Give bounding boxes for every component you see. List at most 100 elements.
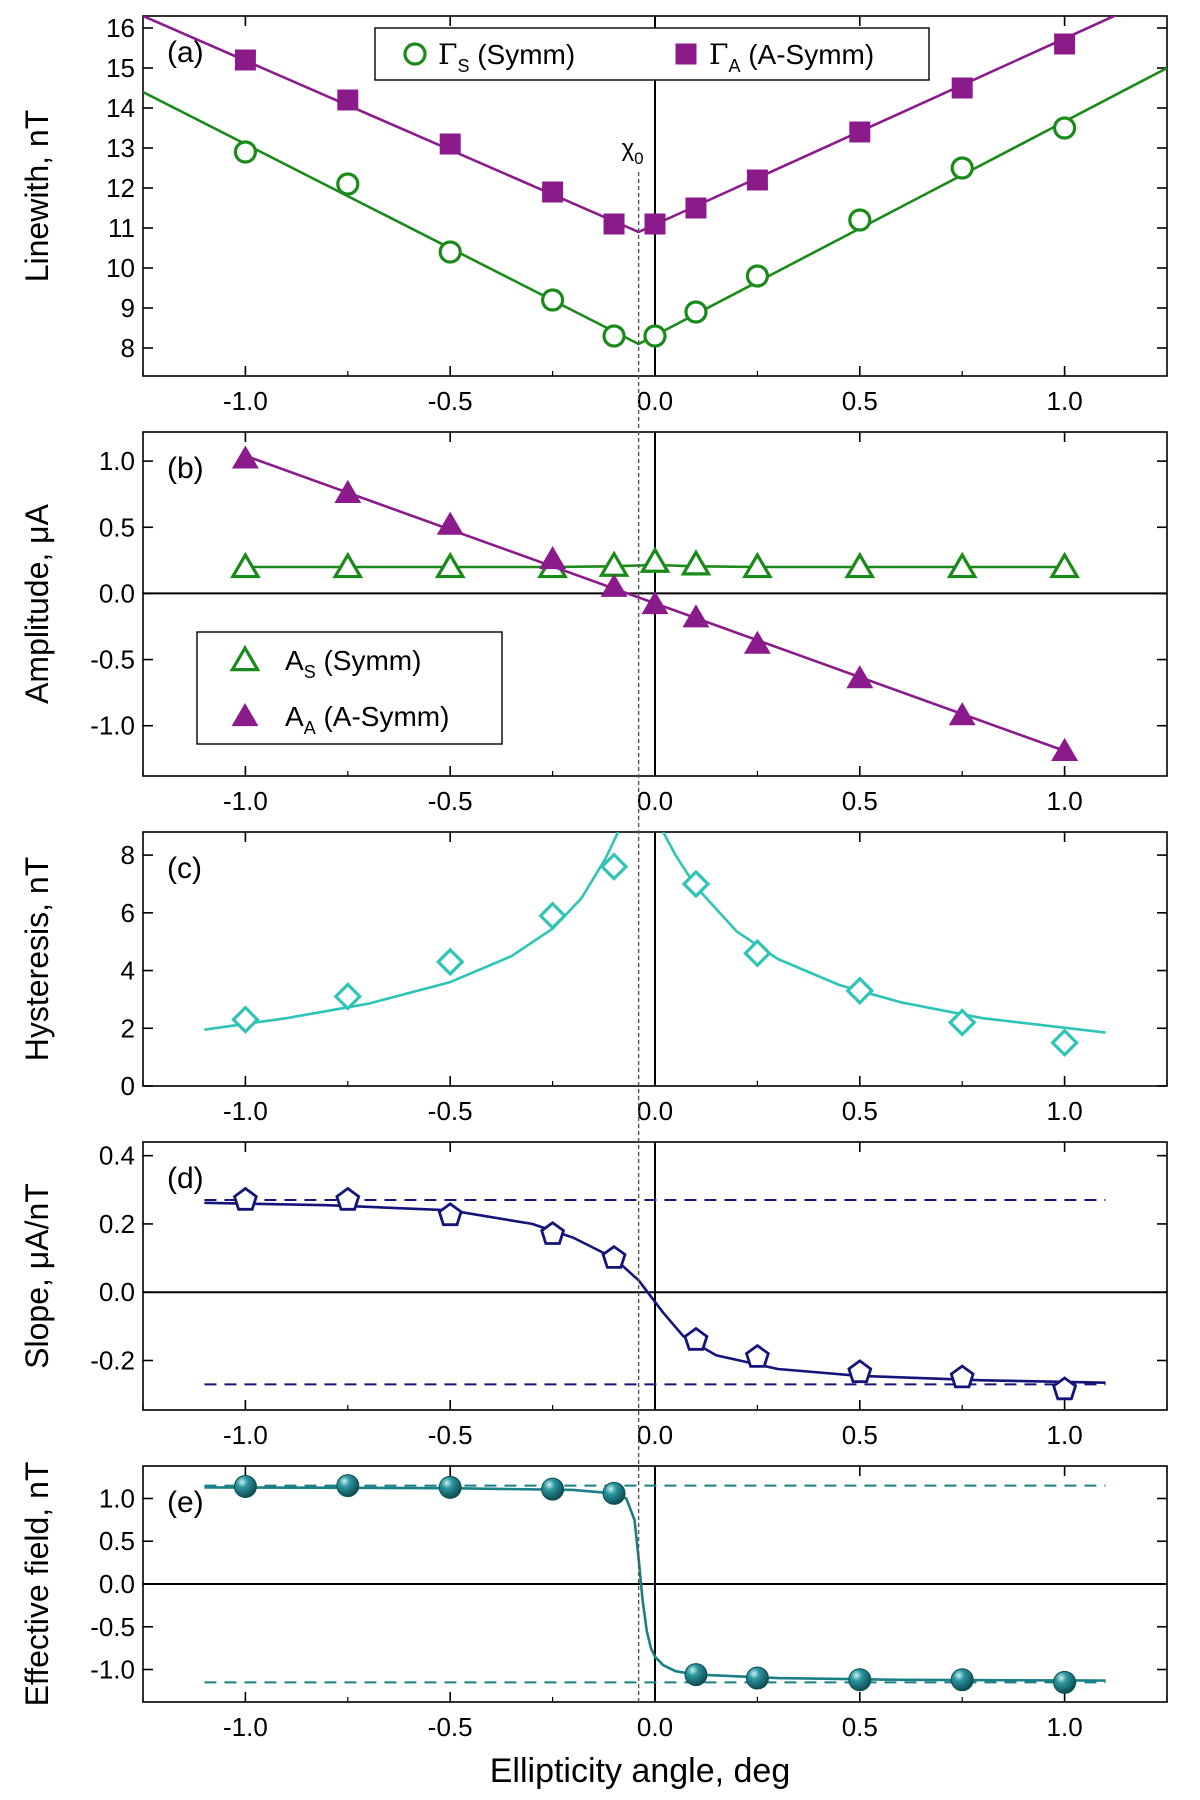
data-point: [602, 1481, 626, 1505]
series-0: [204, 1474, 1106, 1694]
x-tick-label: 1.0: [1047, 386, 1083, 416]
series-0: [230, 546, 1080, 579]
data-point: [681, 869, 711, 899]
panel-1: -1.0 -0.5 0.0 0.5 1.0 -1.0 -0.5 0.0 0.5 1.0 Amplit…: [19, 431, 1168, 816]
x-tick-label: -1.0: [223, 1420, 268, 1450]
legend-label: AS (Symm): [285, 645, 421, 682]
data-point: [540, 1220, 566, 1245]
data-point: [683, 1326, 709, 1351]
data-point: [1053, 1670, 1077, 1694]
data-point: [601, 1244, 627, 1269]
data-point: [540, 288, 565, 312]
data-point: [337, 89, 359, 111]
panel-3: -1.0 -0.5 0.0 0.5 1.0 -0.2 0.0 0.2 0.4 Slope, μA/…: [19, 1141, 1168, 1450]
data-point: [598, 550, 630, 577]
data-point: [643, 324, 667, 348]
x-tick-label: 0.5: [842, 1712, 878, 1742]
y-axis-label: Hysteresis, nT: [19, 857, 55, 1061]
data-point: [682, 604, 710, 628]
data-point: [948, 702, 976, 726]
data-point: [538, 901, 567, 930]
data-point: [949, 1364, 975, 1389]
data-point: [685, 197, 707, 219]
legend-label: ΓA (A-Symm): [709, 38, 874, 76]
y-tick-label: 11: [108, 213, 135, 243]
data-point: [950, 1668, 974, 1692]
data-point: [744, 1343, 770, 1368]
data-point: [641, 591, 669, 615]
data-point: [333, 982, 363, 1011]
data-point: [232, 1186, 258, 1211]
y-tick-label: 8: [121, 333, 135, 363]
x-tick-label: -0.5: [428, 1096, 473, 1126]
x-tick-label: 1.0: [1047, 786, 1083, 816]
data-point: [233, 140, 257, 164]
data-point: [230, 551, 261, 579]
y-axis-label: Slope, μA/nT: [19, 1183, 55, 1369]
data-point: [844, 551, 876, 579]
x-tick-label: 0.0: [637, 1096, 673, 1126]
x-tick-label: -1.0: [223, 1712, 268, 1742]
panel-label: (c): [167, 852, 202, 885]
data-point: [848, 1668, 872, 1692]
x-tick-label: 0.0: [637, 1712, 673, 1742]
x-tick-label: 0.5: [842, 786, 878, 816]
fit-line: [204, 832, 1106, 1034]
panel-label: (b): [167, 452, 204, 485]
data-point: [437, 1202, 463, 1227]
data-point: [684, 1663, 708, 1687]
x-tick-label: -0.5: [428, 1712, 473, 1742]
y-tick-label: 15: [106, 53, 135, 83]
data-point: [1054, 33, 1076, 55]
y-tick-label: 8: [121, 840, 135, 870]
y-tick-label: -0.5: [90, 1612, 135, 1642]
fit-line: [204, 1486, 1106, 1682]
x-tick-label: -0.5: [428, 1420, 473, 1450]
data-point: [434, 551, 466, 579]
y-axis-label: Linewith, nT: [19, 110, 55, 283]
panels: -1.0 -0.5 0.0 0.5 1.0 8 9 10 11 12 13 14 15 16 Linewit…: [19, 13, 1168, 1742]
y-tick-label: 1.0: [99, 1483, 135, 1513]
x-tick-label: -0.5: [428, 386, 473, 416]
data-point: [438, 1475, 462, 1499]
y-tick-label: 14: [106, 93, 135, 123]
data-point: [439, 133, 461, 155]
y-tick-label: 0.4: [99, 1141, 135, 1171]
data-point: [1050, 1028, 1079, 1057]
data-point: [542, 181, 564, 203]
y-tick-label: 4: [121, 956, 135, 986]
series-0: [204, 832, 1106, 1057]
data-point: [742, 551, 773, 579]
data-point: [599, 852, 629, 881]
x-tick-label: 1.0: [1047, 1712, 1083, 1742]
data-point: [231, 445, 259, 469]
y-tick-label: -1.0: [90, 1655, 135, 1685]
series-1: [231, 445, 1079, 761]
data-point: [602, 324, 626, 348]
y-axis-label: Amplitude, μA: [19, 503, 55, 704]
panel-2: -1.0 -0.5 0.0 0.5 1.0 0 2 4 6 8 Hysteresis, nT (c): [19, 831, 1168, 1126]
data-point: [849, 121, 871, 143]
y-tick-label: 0.0: [99, 578, 135, 608]
data-point: [1051, 737, 1079, 761]
y-tick-label: 2: [121, 1013, 135, 1043]
legend-marker: [675, 43, 697, 65]
legend-marker: [231, 703, 259, 727]
legend: AS (Symm) AA (A-Symm): [196, 631, 503, 745]
data-point: [746, 169, 768, 191]
y-tick-label: 0: [121, 1071, 135, 1101]
data-point: [336, 172, 360, 196]
fit-line: [204, 1201, 1106, 1384]
x-tick-label: -1.0: [223, 1096, 268, 1126]
y-tick-label: 13: [106, 133, 135, 163]
data-point: [603, 213, 625, 235]
x-tick-label: 0.5: [842, 386, 878, 416]
panel-label: (e): [167, 1486, 204, 1519]
x-tick-label: 0.0: [637, 1420, 673, 1450]
data-point: [335, 1186, 361, 1211]
x-tick-label: -1.0: [223, 386, 268, 416]
x-tick-label: 0.5: [842, 1420, 878, 1450]
data-point: [684, 300, 708, 324]
legend-box: [374, 27, 930, 81]
